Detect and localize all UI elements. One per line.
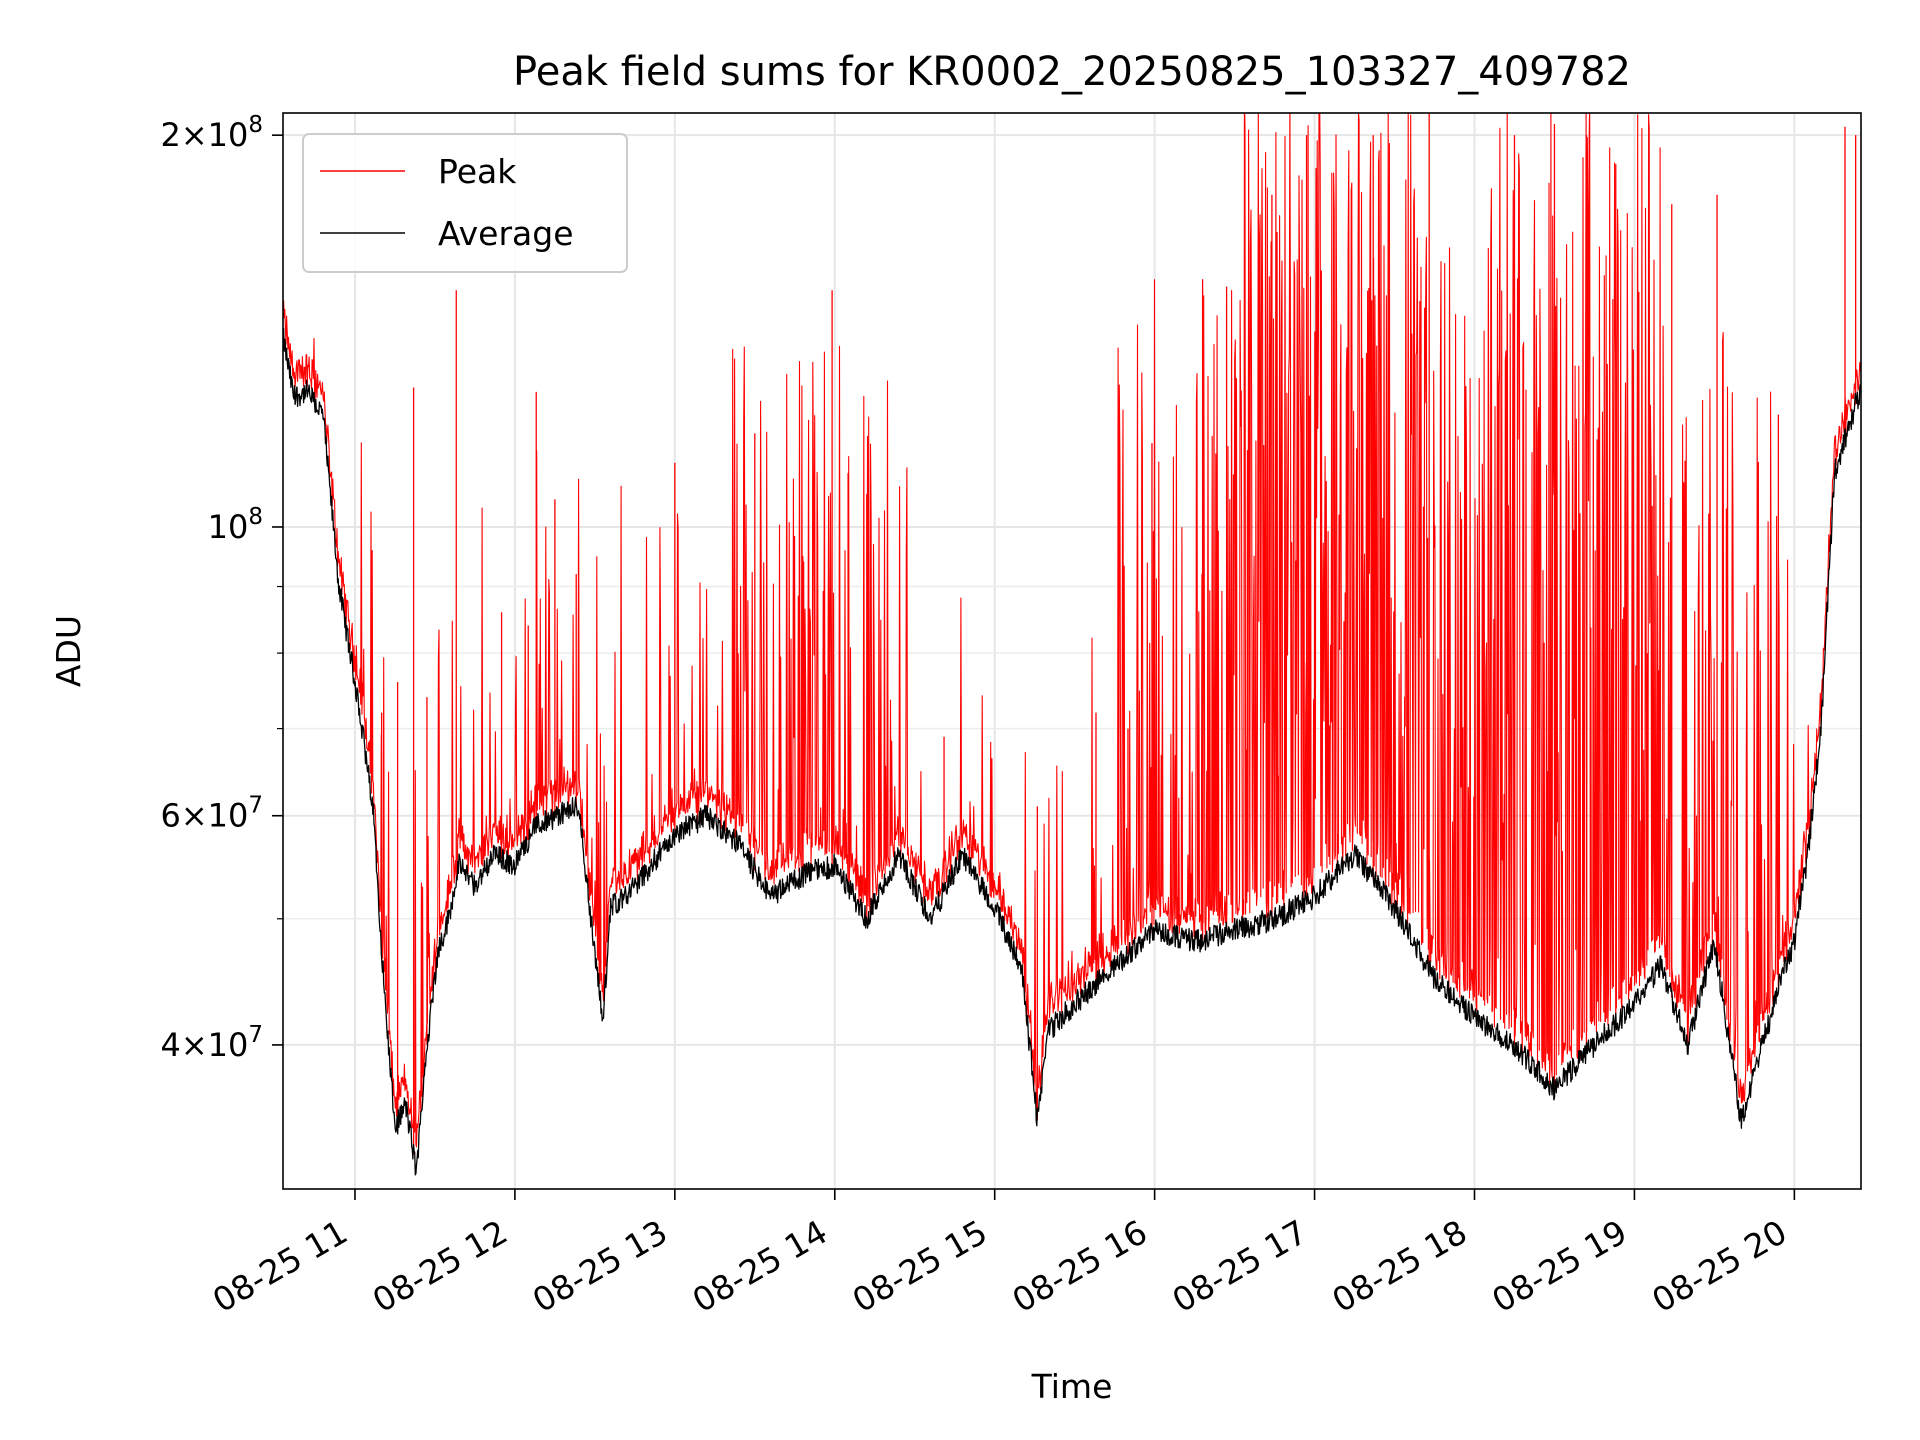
legend-label-average: Average [438,214,574,253]
y-tick-label: 4×107 [160,1022,263,1064]
y-tick-label: 6×107 [160,793,263,835]
y-axis-label: ADU [49,615,88,687]
y-axis: 2×108 108 6×107 4×107 [160,112,283,1064]
x-axis-label: Time [1031,1367,1113,1406]
y-tick-label: 2×108 [160,112,263,154]
plot-frame [282,112,1862,1190]
y-tick-label: 108 [208,504,263,546]
chart-title: Peak field sums for KR0002_20250825_1033… [513,49,1631,95]
peak-series-line [283,113,1861,1148]
legend-label-peak: Peak [438,152,517,191]
plot-area [283,113,1861,1176]
series-layer [283,113,1861,1176]
average-series-line [283,327,1861,1176]
legend-box [302,133,628,273]
legend: Peak Average [302,133,628,273]
